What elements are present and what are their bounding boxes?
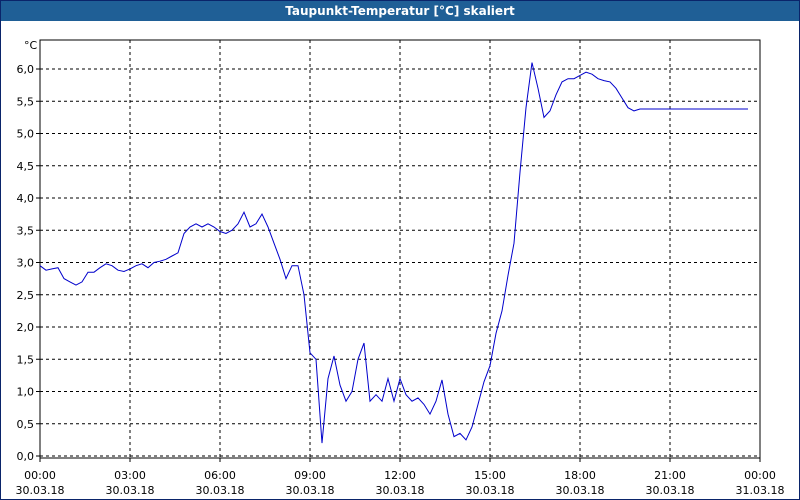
x-tick-date-label: 30.03.18 (16, 484, 65, 497)
x-tick-date-label: 30.03.18 (196, 484, 245, 497)
y-tick-label: 1,0 (17, 386, 35, 399)
x-tick-date-label: 31.03.18 (736, 484, 785, 497)
y-tick-label: 3,0 (17, 257, 35, 270)
x-tick-date-label: 30.03.18 (646, 484, 695, 497)
x-tick-time-label: 06:00 (204, 469, 236, 482)
x-tick-time-label: 00:00 (744, 469, 776, 482)
y-tick-label: 2,0 (17, 321, 35, 334)
y-tick-labels: 0,0 0,5 1,0 1,5 2,0 2,5 3,0 3,5 4,0 4,5 5,0 5,5 6,0 (17, 63, 35, 463)
grid-lines (36, 40, 761, 462)
x-tick-date-label: 30.03.18 (556, 484, 605, 497)
y-tick-label: 0,0 (17, 450, 35, 463)
x-tick-date-label: 30.03.18 (376, 484, 425, 497)
x-tick-labels: 00:00 30.03.18 03:00 30.03.18 06:00 30.03.18 0… (16, 469, 785, 497)
x-tick-date-label: 30.03.18 (466, 484, 515, 497)
y-tick-label: 3,5 (17, 224, 35, 237)
dewpoint-line (39, 62, 748, 444)
x-tick-date-label: 30.03.18 (286, 484, 335, 497)
x-tick-time-label: 18:00 (564, 469, 596, 482)
y-tick-label: 5,0 (17, 128, 35, 141)
x-tick-time-label: 15:00 (474, 469, 506, 482)
x-tick-time-label: 21:00 (654, 469, 686, 482)
y-tick-label: 0,5 (17, 418, 35, 431)
y-tick-label: 5,5 (17, 95, 35, 108)
x-tick-time-label: 03:00 (114, 469, 146, 482)
y-tick-label: 4,0 (17, 192, 35, 205)
y-tick-label: 1,5 (17, 353, 35, 366)
x-tick-time-label: 12:00 (384, 469, 416, 482)
y-tick-label: 4,5 (17, 160, 35, 173)
window-title: Taupunkt-Temperatur [°C] skaliert (1, 1, 799, 21)
x-tick-time-label: 00:00 (24, 469, 56, 482)
y-tick-label: 2,5 (17, 289, 35, 302)
y-tick-label: 6,0 (17, 63, 35, 76)
x-tick-time-label: 09:00 (294, 469, 326, 482)
y-axis-unit-label: °C (24, 39, 38, 52)
x-tick-date-label: 30.03.18 (106, 484, 155, 497)
